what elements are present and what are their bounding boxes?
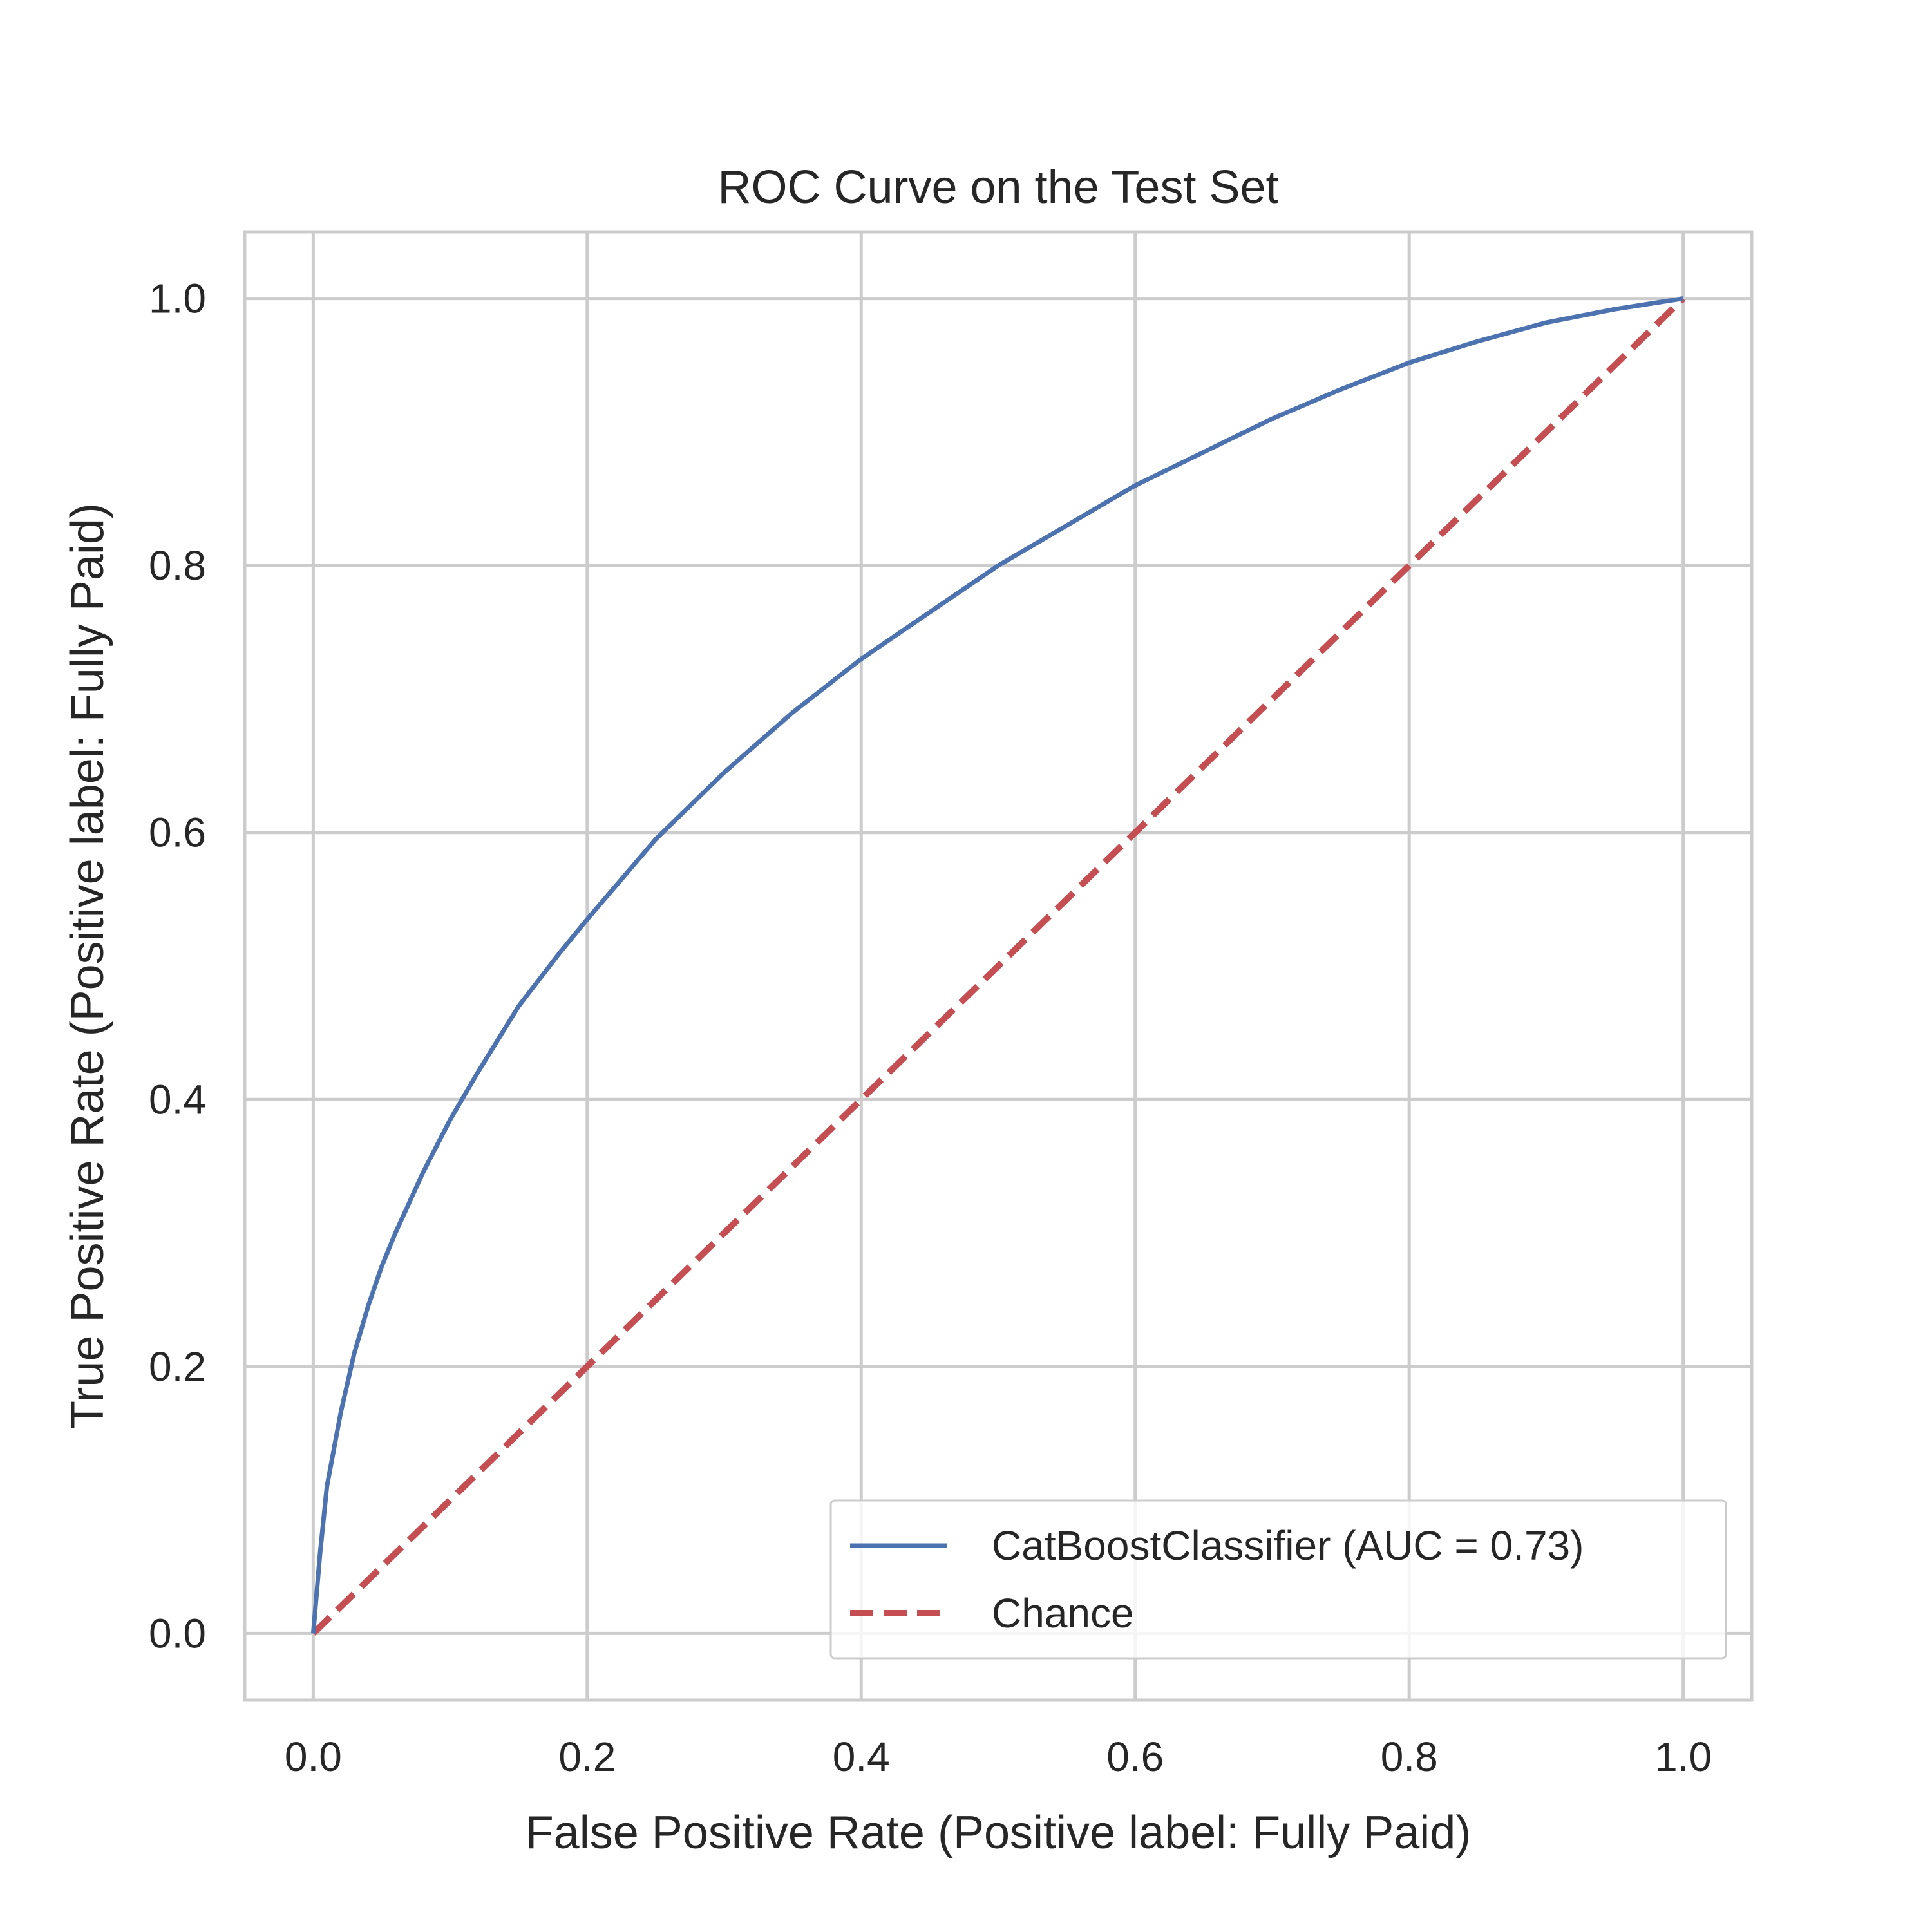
roc-curve-line: [310, 296, 1684, 1634]
x-tick-label: 0.2: [558, 1734, 616, 1780]
legend-label-catboost: CatBoostClassifier (AUC = 0.73): [992, 1522, 1584, 1569]
y-tick-label: 0.0: [149, 1610, 206, 1656]
y-tick-label: 0.2: [149, 1343, 206, 1390]
x-tick-label: 0.4: [833, 1734, 890, 1780]
chart-title: ROC Curve on the Test Set: [717, 162, 1278, 213]
tick-labels: 0.0 0.2 0.4 0.6 0.8 1.0 0.0 0.2 0.4 0.6 0.8 1.0: [149, 276, 1712, 1780]
y-tick-label: 0.6: [149, 810, 206, 856]
y-axis-label: True Positive Rate (Positive label: Full…: [62, 503, 113, 1429]
legend-label-chance: Chance: [992, 1590, 1134, 1636]
x-axis-label: False Positive Rate (Positive label: Ful…: [526, 1807, 1472, 1859]
x-tick-label: 0.0: [285, 1734, 342, 1780]
y-tick-label: 0.8: [149, 542, 206, 589]
plot-frame: [243, 230, 1754, 1702]
x-tick-label: 0.6: [1106, 1734, 1164, 1780]
y-tick-label: 0.4: [149, 1076, 206, 1122]
legend-box: [829, 1499, 1727, 1660]
series-layer: [310, 296, 1686, 1636]
x-tick-label: 1.0: [1654, 1734, 1712, 1780]
x-tick-label: 0.8: [1381, 1734, 1438, 1780]
y-tick-label: 1.0: [149, 276, 206, 322]
legend: CatBoostClassifier (AUC = 0.73) Chance: [829, 1499, 1727, 1660]
chance-line: [310, 296, 1686, 1636]
